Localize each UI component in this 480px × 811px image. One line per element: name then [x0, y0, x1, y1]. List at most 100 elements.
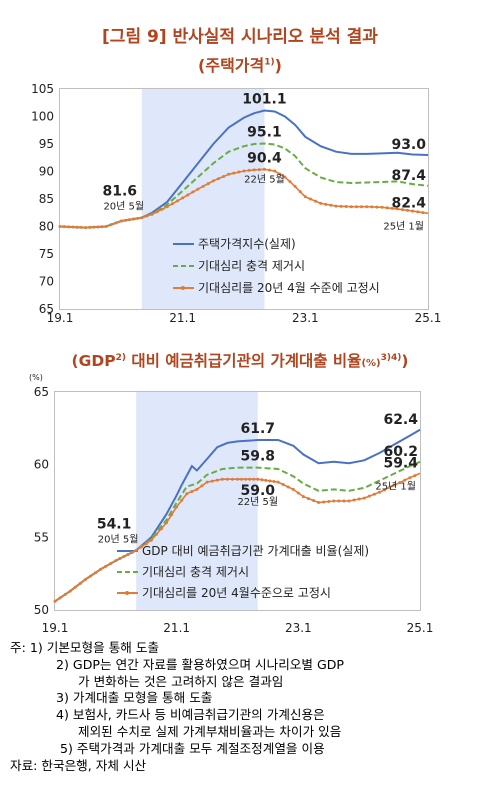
note-5: 5) 주택가격과 가계대출 모두 계절조정계열을 이용	[60, 740, 325, 756]
chart1-series-3-point	[75, 225, 79, 229]
chart1-series-3-point	[128, 218, 132, 222]
chart1-series-3-point	[211, 179, 215, 183]
chart1-y-tick-label: 90	[39, 165, 54, 179]
chart1-shaded-period	[141, 89, 265, 309]
chart2-series-3-point	[190, 490, 194, 494]
note-2b: 가 변화하는 것은 고려하지 않은 결과임	[78, 673, 284, 689]
note-1: 주: 1) 기본모형을 통해 도출	[10, 640, 160, 655]
chart2-data-label: 25년 1월	[375, 480, 416, 492]
chart2-series-3-point	[236, 477, 239, 481]
chart1-series-3-point	[385, 206, 389, 210]
chart1-series-3-point	[380, 205, 384, 209]
chart1-data-label: 20년 5월	[103, 201, 144, 213]
note-4b: 제외된 수치로 실제 가계부채비율과는 차이가 있음	[78, 723, 342, 739]
chart2-series-3-point	[159, 527, 163, 531]
chart2-series-3-point	[362, 496, 366, 500]
chart1-title-end: )	[274, 56, 282, 75]
chart2-data-label: 54.1	[97, 516, 132, 532]
chart1-series-3-point	[100, 225, 104, 229]
chart2-title-unit: (%)	[361, 358, 381, 369]
chart1-series-3-point	[84, 226, 88, 230]
chart2-series-3-point	[230, 477, 234, 481]
chart1-series-3-point	[370, 205, 374, 209]
chart1-data-label: 95.1	[247, 124, 282, 140]
chart2-legend-label-3: 기대심리를 20년 4월수준으로 고정시	[142, 586, 331, 600]
chart1-series-3-point	[247, 168, 251, 172]
chart2-legend-marker	[125, 591, 129, 595]
chart2-title-mid: 대비 예금취급기관의 가계대출 비율	[125, 352, 362, 370]
chart1-y-tick-label: 85	[39, 192, 54, 206]
chart1-series-3-point	[329, 203, 333, 207]
chart2-series-3-point	[210, 479, 214, 483]
chart2-series-3-point	[301, 495, 305, 499]
chart2-series-3-point	[347, 499, 351, 503]
chart1-series-3-point	[390, 206, 394, 210]
chart2-series-3-point	[175, 505, 179, 509]
note-2a: 2) GDP는 연간 자료를 활용하였으며 시나리오별 GDP	[56, 656, 345, 672]
chart1-x-tick-label: 25.1	[415, 311, 442, 325]
chart2-series-3-point	[73, 585, 77, 589]
chart2-series-3-point	[144, 542, 148, 546]
chart1-series-3-point	[104, 225, 108, 228]
chart2-series-3-point	[185, 492, 189, 496]
chart2-series-3-point	[317, 500, 321, 504]
chart2-series-3-point	[403, 478, 407, 482]
chart2-series-3-point	[104, 564, 108, 568]
chart1-series-3-point	[216, 177, 220, 181]
chart2-series-3-point	[165, 521, 169, 525]
note-3: 3) 가계대출 모형을 통해 도출	[56, 690, 213, 706]
chart1-series-3-point	[268, 168, 272, 172]
chart1-data-label: 81.6	[103, 184, 138, 200]
chart1-legend-label-3: 기대심리를 20년 4월 수준에 고정시	[198, 281, 380, 295]
chart1-series-3-point	[237, 170, 241, 174]
chart1-series-3-point	[354, 205, 358, 209]
chart2-title-sup1: 2)	[115, 352, 126, 363]
chart1-series-3-point	[375, 205, 379, 209]
chart1-y-tick-label: 70	[39, 275, 54, 289]
chart1-series-3-point	[88, 225, 92, 229]
chart1-series-3-point	[411, 209, 415, 213]
chart2-series-3-point	[94, 571, 98, 575]
chart1-data-label: 87.4	[391, 168, 426, 184]
chart2-series-3-point	[337, 499, 341, 503]
chart2-shaded-period	[136, 392, 258, 610]
chart2-series-3-point	[357, 497, 361, 501]
chart1-series-3-point	[222, 174, 226, 178]
chart2-series-3-point	[291, 487, 295, 491]
chart1-series-3-point	[92, 225, 96, 229]
chart1-series-3-point	[232, 171, 236, 175]
chart2-series-3-point	[327, 499, 331, 503]
chart2-data-label: 60.2	[383, 444, 418, 460]
chart1-series-3-point	[303, 195, 307, 199]
chart2-series-3-point	[393, 483, 397, 487]
chart1-series-3-point	[283, 175, 287, 179]
chart2-series-3-point	[195, 487, 199, 491]
chart2-series-3-point	[352, 498, 356, 502]
chart2-series-3-point	[388, 485, 392, 489]
chart1-y-tick-label: 95	[39, 137, 54, 151]
chart1-series-3-point	[136, 216, 140, 220]
chart2-series-3-point	[130, 550, 134, 554]
chart1-series-3-point	[288, 180, 292, 184]
chart1-series-3-point	[242, 169, 246, 173]
chart2-series-3-point	[99, 567, 103, 571]
chart2-series-3-point	[68, 589, 72, 593]
chart1-series-3-point	[349, 205, 353, 209]
chart2-y-tick-label: 65	[34, 385, 49, 399]
chart1-housing-price: 65 70 75 80 85 90 95 100 105 19.1 21.1 23.1 25.1 주택가격…	[31, 82, 442, 325]
chart1-series-3-point	[196, 187, 200, 191]
chart2-series-3-point	[58, 596, 62, 600]
chart2-x-tick-label: 23.1	[285, 621, 312, 635]
chart2-y-tick-label: 50	[34, 603, 49, 617]
chart1-series-3-point	[186, 193, 190, 197]
chart2-series-3-point	[118, 557, 122, 561]
chart1-series-3-point	[119, 219, 123, 223]
chart2-title-sup2: 3)4)	[380, 352, 402, 363]
chart1-series-3-point	[308, 197, 312, 201]
chart1-series-3-point	[344, 205, 348, 209]
chart1-y-tick-label: 100	[31, 110, 54, 124]
chart1-series-3-point	[262, 167, 266, 171]
chart2-data-label: 59.0	[241, 483, 276, 499]
chart1-series-3-point	[314, 199, 318, 203]
chart1-data-label: 90.4	[247, 150, 282, 166]
